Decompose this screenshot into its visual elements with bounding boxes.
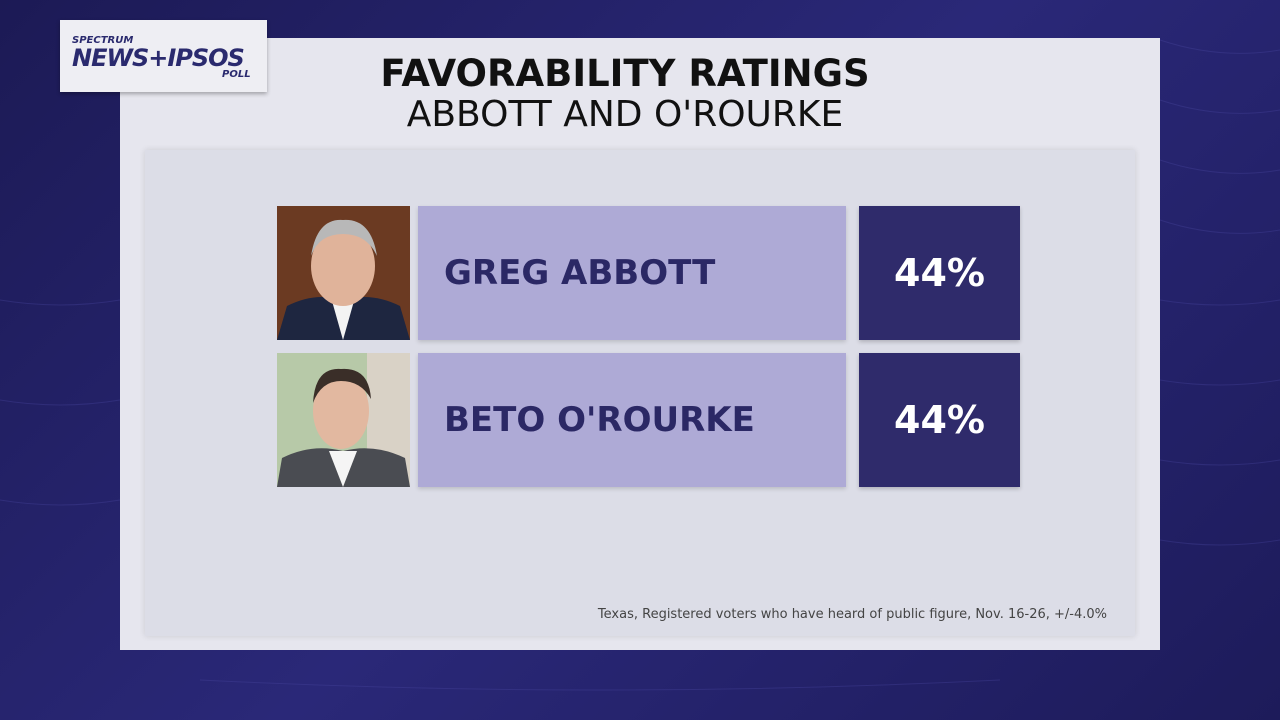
logo-main: NEWS+IPSOS <box>72 44 245 72</box>
value-box: 44% <box>859 206 1020 340</box>
logo: SPECTRUM NEWS+IPSOS POLL <box>60 20 267 92</box>
logo-top: SPECTRUM <box>72 35 134 46</box>
photo <box>277 353 410 487</box>
photo <box>277 206 410 340</box>
value: 44% <box>894 251 985 295</box>
title: FAVORABILITY RATINGS <box>380 52 870 95</box>
footnote: Texas, Registered voters who have heard … <box>597 607 1107 622</box>
name: GREG ABBOTT <box>444 253 716 293</box>
logo-bottom: POLL <box>222 69 251 80</box>
name-bar: GREG ABBOTT <box>418 206 846 340</box>
subtitle: ABBOTT AND O'ROURKE <box>406 94 844 135</box>
value-box: 44% <box>859 353 1020 487</box>
value: 44% <box>894 398 985 442</box>
name-bar: BETO O'ROURKE <box>418 353 846 487</box>
name: BETO O'ROURKE <box>444 400 755 440</box>
